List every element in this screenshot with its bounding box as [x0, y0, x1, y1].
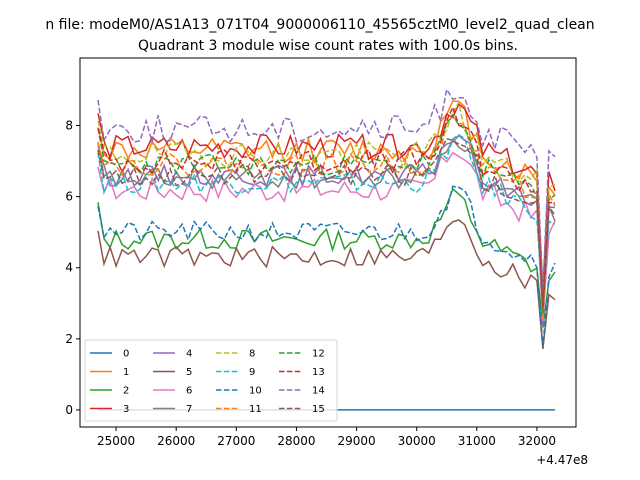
series-line-14 [97, 87, 556, 293]
y-tick-label: 2 [65, 332, 73, 346]
plot-frame [79, 57, 577, 428]
x-tick-label: 28000 [277, 434, 315, 448]
legend-label: 14 [312, 386, 325, 397]
y-tick-label: 4 [65, 261, 73, 275]
series-line-6 [97, 151, 556, 321]
x-tick-label: 26000 [157, 434, 195, 448]
legend-box [84, 339, 338, 422]
chart-title: Quadrant 3 module wise count rates with … [138, 38, 518, 54]
legend-label: 0 [123, 349, 129, 360]
legend-label: 13 [312, 367, 325, 378]
legend-label: 6 [186, 386, 192, 397]
legend-label: 9 [249, 367, 255, 378]
figure-suptitle: n file: modeM0/AS1A13_071T04_9000006110_… [45, 17, 594, 33]
legend-label: 11 [249, 404, 262, 415]
series-line-13 [97, 105, 556, 309]
series-line-11 [97, 115, 556, 319]
y-tick-label: 0 [65, 403, 73, 417]
legend-label: 15 [312, 404, 325, 415]
x-offset-label: +4.47e8 [536, 453, 588, 467]
legend-label: 3 [123, 404, 129, 415]
y-axis: 0 2 4 6 8 [65, 119, 80, 417]
y-tick-label: 6 [65, 190, 73, 204]
legend-label: 1 [123, 367, 129, 378]
series-line-1 [97, 100, 556, 301]
series-line-8 [97, 100, 556, 300]
y-tick-label: 8 [65, 119, 73, 133]
x-tick-label: 27000 [217, 434, 255, 448]
x-tick-label: 31000 [458, 434, 496, 448]
x-tick-label: 25000 [97, 434, 135, 448]
legend-label: 8 [249, 349, 255, 360]
series-line-15 [97, 137, 556, 305]
x-axis: 25000 26000 27000 28000 29000 30000 31000 32000 [97, 427, 556, 448]
legend-label: 5 [186, 367, 192, 378]
legend-label: 2 [123, 386, 129, 397]
x-tick-label: 32000 [518, 434, 556, 448]
x-tick-label: 30000 [398, 434, 436, 448]
legend-label: 4 [186, 349, 192, 360]
series-lines [97, 87, 556, 411]
series-line-5 [97, 219, 556, 349]
series-line-9 [97, 134, 556, 306]
x-tick-label: 29000 [337, 434, 375, 448]
legend-label: 10 [249, 386, 262, 397]
legend-label: 7 [186, 404, 192, 415]
series-line-10 [97, 185, 556, 347]
legend-label: 12 [312, 349, 325, 360]
